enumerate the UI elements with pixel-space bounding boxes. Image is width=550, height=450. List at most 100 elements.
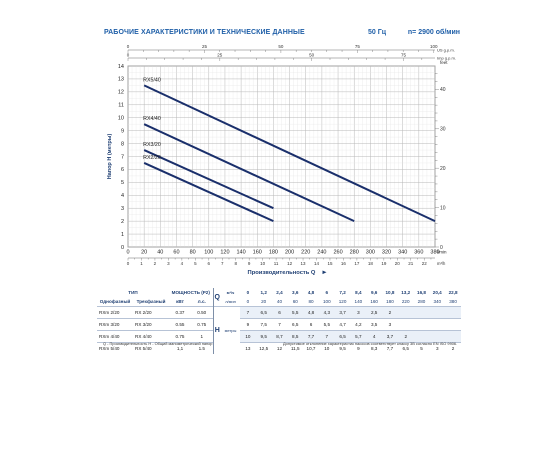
x-axis-arrow-icon (322, 270, 327, 275)
y-tick-label: 4 (121, 193, 124, 199)
m3h-tick-label: 15 (327, 261, 333, 266)
q-m3h-11: 16,8 (417, 290, 426, 295)
single-phase-header: Однофазный (99, 299, 131, 304)
x-tick-label: 60 (173, 250, 179, 256)
cell-head: 13 (240, 342, 256, 354)
chart-header: РАБОЧИЕ ХАРАКТЕРИСТИКИ И ТЕХНИЧЕСКИЕ ДАН… (104, 29, 460, 41)
cell-head: 7,7 (303, 330, 319, 343)
us-gpm-tick-label: 75 (355, 44, 361, 49)
q-lmin-10: 220 (401, 299, 410, 304)
cell-head: 12,5 (255, 342, 272, 354)
cell-head: 4 (366, 330, 383, 343)
q-m3h-3: 3,6 (292, 290, 299, 295)
cell-head: 9 (350, 342, 367, 354)
q-lmin-1: 20 (261, 299, 267, 304)
cell-head: 3 (350, 306, 367, 319)
kw-header: кВт (176, 299, 184, 304)
q-lmin-0: 0 (246, 299, 250, 304)
y-tick-label: 8 (121, 141, 124, 147)
m3h-tick-label: 10 (260, 261, 266, 266)
x-tick-label: 240 (317, 250, 326, 256)
cell-head: 6,5 (255, 306, 272, 319)
cell-kw: 0.75 (169, 330, 192, 343)
table-row: RXm 4/40 RX 4/40 0.75 1 10 9,5 8,7 8,5 7,7 7 6,5 5,… (97, 330, 461, 343)
y-axis-label: Напор H (метры) (107, 134, 113, 180)
cell-head: 2,5 (366, 306, 383, 319)
y-tick-label: 13 (118, 77, 124, 83)
q-m3h-9: 10,8 (385, 290, 395, 295)
cell-head (429, 306, 446, 319)
us-gpm-tick-label: 50 (278, 44, 284, 49)
m3h-label: m³/h (437, 261, 446, 266)
cell-head: 9 (240, 318, 256, 331)
cell-head (397, 306, 414, 319)
m3h-tick-label: 1 (140, 261, 143, 266)
type-header: ТИП (128, 290, 138, 295)
cell-head: 5,5 (287, 306, 304, 319)
y-tick-label: 1 (121, 232, 124, 238)
cell-head (445, 306, 461, 319)
cell-head (445, 330, 461, 343)
cell-head: 11,5 (287, 342, 304, 354)
cell-three: RX 5/40 (133, 342, 170, 354)
cell-head: 4,8 (303, 306, 319, 319)
imp-gpm-label: Imp g.p.m. (437, 56, 456, 61)
m3h-tick-label: 0 (127, 261, 130, 266)
y-tick-label: 10 (118, 116, 124, 122)
x-tick-label: 280 (350, 250, 359, 256)
cell-single: RXm 5/40 (97, 342, 133, 354)
frequency-label: 50 Гц (368, 29, 387, 36)
cell-single: RXm 4/40 (97, 330, 133, 343)
cell-three: RX 3/20 (133, 318, 170, 331)
x-unit-label: l/min (437, 250, 447, 255)
y-tick-label: 6 (121, 167, 124, 173)
cell-head: 6 (271, 306, 288, 319)
us-gpm-tick-label: 25 (202, 44, 208, 49)
y-tick-label: 5 (121, 180, 124, 186)
y-tick-label: 11 (118, 103, 124, 109)
m3h-tick-label: 12 (287, 261, 293, 266)
cell-kw: 1,1 (169, 342, 192, 354)
m3h-tick-label: 5 (194, 261, 197, 266)
cell-head: 12 (271, 342, 288, 354)
cell-head: 7,5 (255, 318, 272, 331)
q-lmin-13: 380 (449, 299, 457, 304)
series-line-rx4-40 (143, 123, 355, 223)
cell-head: 2 (445, 342, 461, 354)
m3h-tick-label: 18 (368, 261, 374, 266)
m3h-tick-label: 20 (395, 261, 401, 266)
m3h-tick-label: 9 (248, 261, 251, 266)
table-row: RXm 5/40 RX 5/40 1,1 1.5 13 12,5 12 11,5 10,7 10 9… (97, 342, 461, 354)
m3h-tick-label: 6 (208, 261, 211, 266)
imp-gpm-tick-label: 75 (401, 53, 407, 58)
x-tick-label: 260 (333, 250, 342, 256)
m3h-tick-label: 14 (314, 261, 320, 266)
cell-head: 5 (413, 342, 430, 354)
y-tick-label: 12 (118, 90, 124, 96)
x-tick-label: 320 (382, 250, 391, 256)
imp-gpm-tick-label: 0 (127, 53, 130, 58)
cell-hp: 0.50 (191, 306, 214, 319)
y-tick-label: 2 (121, 219, 124, 225)
y-tick-label: 9 (121, 128, 124, 134)
cell-head: 8,3 (366, 342, 383, 354)
q-lmin-6: 120 (338, 299, 347, 304)
h-label: H (212, 306, 222, 354)
q-unit-lmin: л/мин (225, 299, 236, 304)
m3h-tick-label: 17 (354, 261, 360, 266)
cell-head: 6,5 (334, 330, 351, 343)
cell-head: 6,5 (397, 342, 414, 354)
cell-head: 3,7 (382, 330, 398, 343)
cell-head: 10,7 (303, 342, 319, 354)
cell-hp: 1.5 (191, 342, 214, 354)
feet-tick-label: 0 (440, 245, 443, 251)
x-tick-label: 160 (253, 250, 262, 256)
imp-gpm-tick-label: 25 (217, 53, 223, 58)
three-phase-header: Трехфазный (136, 299, 166, 304)
imp-gpm-tick-label: 50 (309, 53, 315, 58)
x-tick-label: 100 (204, 250, 213, 256)
cell-head: 2 (382, 306, 398, 319)
cell-three: RX 2/20 (133, 306, 170, 319)
